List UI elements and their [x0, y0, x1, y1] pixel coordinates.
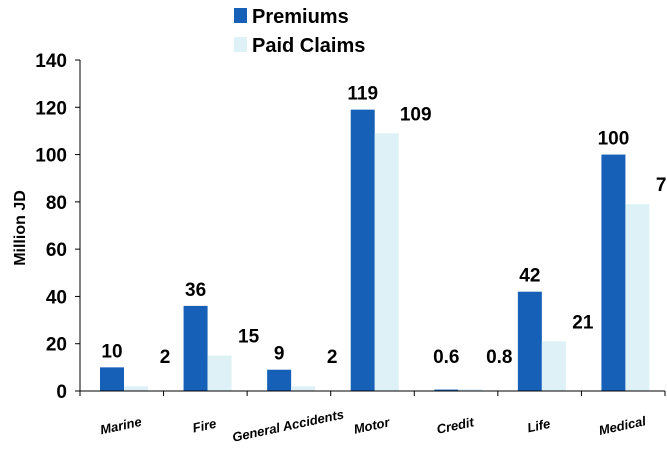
x-category-label: Fire	[191, 416, 217, 436]
bar-premiums	[183, 305, 208, 391]
x-category-label: Life	[526, 416, 552, 435]
value-labels: 10 36 9 119 0.6 42 100 2 15 2 109 0.8 21 79	[101, 84, 667, 368]
value-label-paid-claims: 2	[327, 347, 338, 368]
y-axis-ticks: 0 20 40 60 80 100 120 140	[35, 51, 80, 403]
bar-premiums	[517, 291, 542, 391]
y-tick-label: 40	[46, 287, 67, 308]
bar-paid-claims	[625, 204, 650, 391]
legend-swatch-paid-claims	[234, 37, 247, 52]
legend-label-paid-claims: Paid Claims	[252, 35, 365, 57]
bar-premiums	[434, 389, 459, 391]
x-category-label: Medical	[597, 413, 647, 438]
legend: Premiums Paid Claims	[234, 6, 365, 57]
category-labels: Marine Fire General Accidents Motor Credit Li…	[99, 406, 648, 444]
y-tick-label: 100	[35, 146, 67, 167]
bar-paid-claims	[291, 386, 316, 391]
y-tick-label: 120	[35, 98, 67, 119]
value-label-premiums: 9	[274, 344, 285, 365]
y-tick-label: 0	[56, 382, 67, 403]
value-label-paid-claims: 109	[400, 104, 432, 125]
value-label-premiums: 36	[185, 280, 206, 301]
bar-paid-claims	[124, 386, 148, 391]
bar-premiums	[267, 369, 292, 391]
y-tick-label: 80	[46, 193, 67, 214]
y-tick-label: 20	[46, 335, 67, 356]
value-label-paid-claims: 2	[160, 347, 171, 368]
value-label-premiums: 0.6	[433, 347, 459, 368]
legend-label-premiums: Premiums	[252, 6, 349, 28]
x-category-label: Marine	[99, 414, 143, 437]
bar-paid-claims	[207, 355, 232, 391]
value-label-premiums: 42	[519, 266, 540, 287]
value-label-premiums: 100	[598, 129, 630, 150]
value-label-paid-claims: 0.8	[486, 347, 512, 368]
bar-paid-claims	[458, 389, 483, 391]
legend-swatch-premiums	[234, 8, 247, 23]
y-tick-label: 60	[46, 240, 67, 261]
x-category-label: General Accidents	[231, 406, 345, 444]
bar-premiums	[601, 154, 626, 391]
value-label-paid-claims: 21	[572, 312, 594, 333]
value-label-premiums: 10	[101, 341, 122, 362]
bar-paid-claims	[541, 341, 566, 391]
bar-premiums	[100, 367, 124, 391]
x-category-label: Credit	[435, 414, 476, 437]
y-axis-title: Million JD	[12, 190, 29, 266]
axes	[79, 60, 666, 396]
value-label-premiums: 119	[347, 84, 378, 105]
y-tick-label: 140	[35, 51, 67, 72]
x-category-label: Motor	[352, 414, 391, 436]
bar-paid-claims	[374, 133, 399, 392]
bar-premiums	[350, 109, 375, 392]
value-label-paid-claims: 79	[656, 175, 667, 196]
value-label-paid-claims: 15	[238, 327, 260, 348]
bars	[100, 109, 650, 392]
